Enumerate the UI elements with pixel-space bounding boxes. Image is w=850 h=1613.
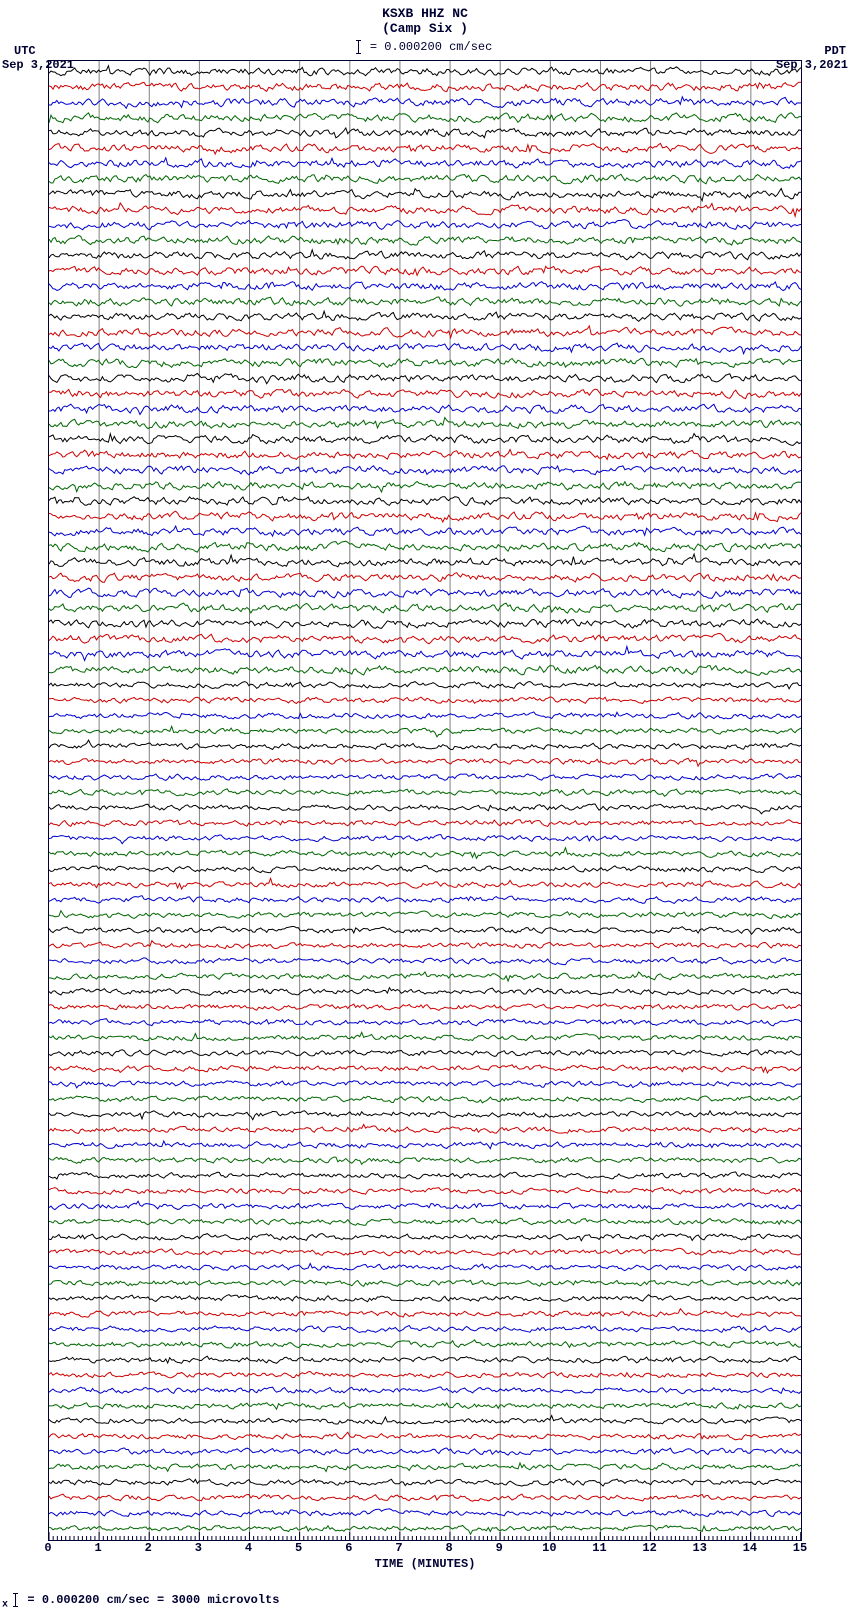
x-tick: 12 xyxy=(642,1541,656,1555)
tz-left-label: UTC xyxy=(14,44,36,58)
x-tick: 9 xyxy=(496,1541,503,1555)
x-axis: TIME (MINUTES) 0123456789101112131415 xyxy=(48,1541,802,1581)
x-tick: 6 xyxy=(345,1541,352,1555)
x-tick: 4 xyxy=(245,1541,252,1555)
x-tick: 11 xyxy=(592,1541,606,1555)
x-tick: 1 xyxy=(95,1541,102,1555)
footer-scale-bar-icon xyxy=(15,1593,16,1607)
x-tick: 0 xyxy=(44,1541,51,1555)
footer-scale: x = 0.000200 cm/sec = 3000 microvolts xyxy=(2,1593,850,1611)
x-tick: 15 xyxy=(793,1541,807,1555)
seismogram-page: KSXB HHZ NC (Camp Six ) UTC PDT Sep 3,20… xyxy=(0,0,850,1611)
x-tick: 7 xyxy=(395,1541,402,1555)
scale-indicator: = 0.000200 cm/sec xyxy=(0,40,850,54)
x-tick: 13 xyxy=(693,1541,707,1555)
x-tick: 3 xyxy=(195,1541,202,1555)
scale-bar-icon xyxy=(358,40,359,54)
header: KSXB HHZ NC (Camp Six ) UTC PDT Sep 3,20… xyxy=(0,0,850,54)
seismogram-svg xyxy=(49,60,801,1540)
x-axis-label: TIME (MINUTES) xyxy=(375,1557,476,1571)
footer-scale-text: = 0.000200 cm/sec = 3000 microvolts xyxy=(20,1593,279,1607)
station-id: KSXB HHZ NC xyxy=(0,6,850,21)
tz-right-label: PDT xyxy=(824,44,846,58)
footer-prefix: x xyxy=(2,1600,8,1611)
station-location: (Camp Six ) xyxy=(0,21,850,36)
x-tick: 8 xyxy=(445,1541,452,1555)
seismogram-plot: 07:0008:0009:0010:0011:0012:0013:0014:00… xyxy=(48,60,802,1541)
x-tick: 5 xyxy=(295,1541,302,1555)
x-tick: 14 xyxy=(743,1541,757,1555)
scale-text: = 0.000200 cm/sec xyxy=(363,40,493,54)
x-tick: 10 xyxy=(542,1541,556,1555)
x-tick: 2 xyxy=(145,1541,152,1555)
